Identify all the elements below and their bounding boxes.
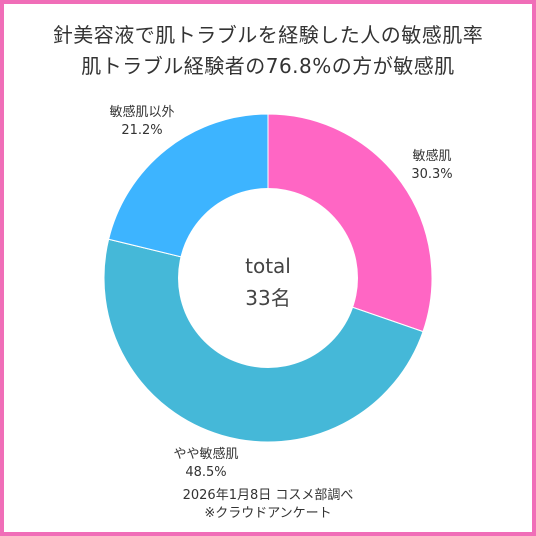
slice-label-somewhat-sensitive: やや敏感肌 xyxy=(173,446,238,462)
slice-label-sensitive: 敏感肌 xyxy=(412,148,451,164)
footer-date-source: 2026年1月8日 コスメ部調べ xyxy=(182,488,354,503)
chart-title-line-1: 針美容液で肌トラブルを経験した人の敏感肌率 xyxy=(52,23,484,47)
slice-percent-sensitive: 30.3% xyxy=(411,167,452,182)
center-label-count: 33名 xyxy=(245,286,290,310)
chart-title-line-2: 肌トラブル経験者の76.8%の方が敏感肌 xyxy=(81,54,455,78)
center-label-total: total xyxy=(245,254,291,278)
slice-label-not-sensitive: 敏感肌以外 xyxy=(109,104,174,120)
donut-hole xyxy=(178,188,358,368)
footer-note: ※クラウドアンケート xyxy=(204,506,332,521)
slice-percent-not-sensitive: 21.2% xyxy=(121,123,162,138)
slice-percent-somewhat-sensitive: 48.5% xyxy=(185,465,226,480)
